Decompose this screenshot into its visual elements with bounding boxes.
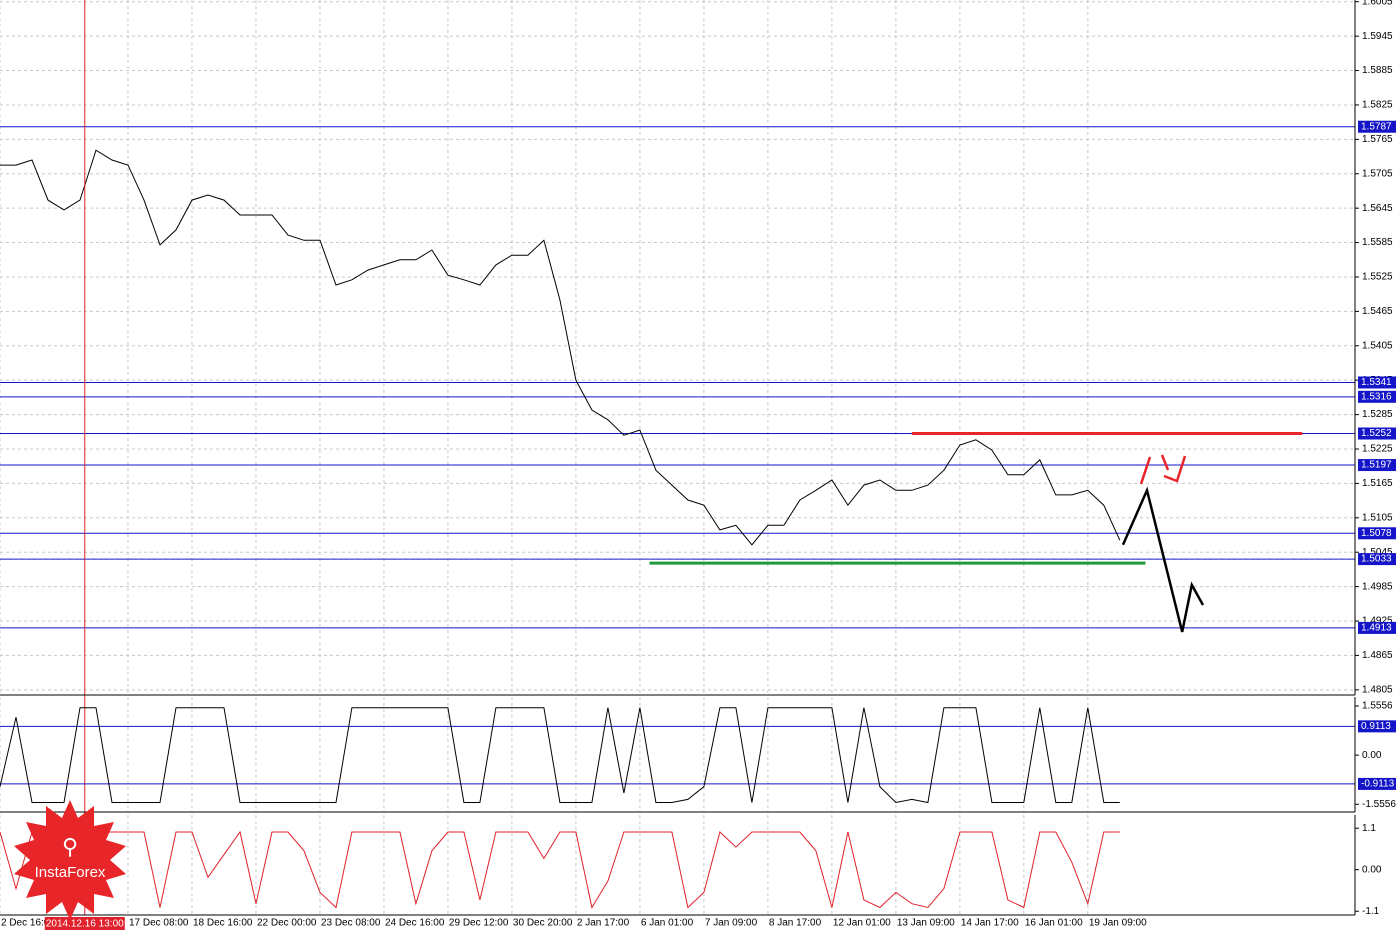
level-label-box bbox=[1358, 376, 1396, 389]
y-tick-label: 1.5285 bbox=[1362, 409, 1393, 420]
level-label: -0.9113 bbox=[1361, 779, 1395, 790]
level-label-box bbox=[1358, 720, 1396, 733]
x-tick-label: 29 Dec 12:00 bbox=[449, 918, 509, 929]
y-tick-label: 1.4985 bbox=[1362, 581, 1393, 592]
x-tick-label: 24 Dec 16:00 bbox=[385, 918, 445, 929]
level-label-box bbox=[1358, 527, 1396, 540]
x-tick-label: 23 Dec 08:00 bbox=[321, 918, 381, 929]
y-tick-label: 1.5465 bbox=[1362, 306, 1393, 317]
x-tick-label: 16 Jan 01:00 bbox=[1025, 918, 1083, 929]
y-tick-label: 1.4805 bbox=[1362, 684, 1393, 695]
x-tick-label: 13 Jan 09:00 bbox=[897, 918, 955, 929]
y-tick-label: 1.6005 bbox=[1362, 0, 1393, 7]
x-tick-label: 12 Jan 01:00 bbox=[833, 918, 891, 929]
level-label: 0.9113 bbox=[1361, 721, 1391, 732]
y-tick-label: 1.4925 bbox=[1362, 616, 1393, 627]
y-tick-label: 1.5825 bbox=[1362, 100, 1393, 111]
x-tick-label: 17 Dec 08:00 bbox=[129, 918, 189, 929]
y-tick-label: 1.5556 bbox=[1362, 701, 1393, 712]
y-tick-label: 1.5045 bbox=[1362, 547, 1393, 558]
cursor-label-box bbox=[44, 917, 125, 930]
price-line bbox=[0, 149, 1121, 546]
x-tick-label: 8 Jan 17:00 bbox=[769, 918, 822, 929]
level-label-box bbox=[1358, 459, 1396, 472]
y-tick-label: 1.5945 bbox=[1362, 31, 1393, 42]
price-line bbox=[0, 830, 1120, 909]
level-label-box bbox=[1358, 390, 1396, 403]
y-tick-label: 0.00 bbox=[1362, 750, 1382, 761]
x-tick-label: 6 Jan 01:00 bbox=[641, 918, 694, 929]
logo-star bbox=[14, 800, 126, 920]
forecast-line bbox=[1121, 486, 1205, 633]
level-label: 1.5252 bbox=[1361, 428, 1392, 439]
cursor-label: 2014.12.16 13:00 bbox=[46, 919, 124, 930]
logo-text: InstaForex bbox=[35, 864, 106, 881]
level-label: 1.5341 bbox=[1361, 377, 1392, 388]
y-tick-label: 1.4865 bbox=[1362, 650, 1393, 661]
level-label: 1.5197 bbox=[1361, 460, 1392, 471]
y-tick-label: 1.5525 bbox=[1362, 272, 1393, 283]
x-tick-label: 22 Dec 00:00 bbox=[257, 918, 317, 929]
level-label-box bbox=[1358, 120, 1396, 133]
y-tick-label: 1.5585 bbox=[1362, 237, 1393, 248]
arrow bbox=[1160, 454, 1187, 483]
level-label-box bbox=[1358, 553, 1396, 566]
y-tick-label: 1.5885 bbox=[1362, 65, 1393, 76]
level-label: 1.5316 bbox=[1361, 391, 1392, 402]
logo: ⚲ InstaForex bbox=[14, 800, 126, 920]
price-line bbox=[0, 707, 1120, 804]
x-tick-label: 18 Dec 16:00 bbox=[193, 918, 253, 929]
forecast-arrows bbox=[1139, 454, 1187, 485]
level-label: 1.5787 bbox=[1361, 121, 1392, 132]
y-tick-label: 1.5165 bbox=[1362, 478, 1393, 489]
level-label: 1.4913 bbox=[1361, 623, 1392, 634]
level-label-box bbox=[1358, 427, 1396, 440]
logo-icon: ⚲ bbox=[62, 834, 78, 859]
level-label-box bbox=[1358, 621, 1396, 634]
level-label-box bbox=[1358, 777, 1396, 790]
y-tick-label: 1.5225 bbox=[1362, 444, 1393, 455]
y-tick-label: 1.5705 bbox=[1362, 168, 1393, 179]
level-label: 1.5078 bbox=[1361, 528, 1392, 539]
level-label: 1.5033 bbox=[1361, 554, 1392, 565]
x-tick-label: 7 Jan 09:00 bbox=[705, 918, 758, 929]
y-tick-label: 1.1 bbox=[1362, 823, 1376, 834]
x-tick-label: 2 Jan 17:00 bbox=[577, 918, 630, 929]
y-tick-label: 1.5645 bbox=[1362, 203, 1393, 214]
y-tick-label: 1.5105 bbox=[1362, 512, 1393, 523]
y-tick-label: -1.1 bbox=[1362, 906, 1380, 917]
x-tick-label: 30 Dec 20:00 bbox=[513, 918, 573, 929]
y-tick-label: -1.5556 bbox=[1362, 799, 1396, 810]
y-tick-label: 0.00 bbox=[1362, 864, 1382, 875]
x-tick-label: 14 Jan 17:00 bbox=[961, 918, 1019, 929]
x-tick-label: 19 Jan 09:00 bbox=[1089, 918, 1147, 929]
x-tick-label: 2 Dec 16:0 bbox=[1, 918, 50, 929]
y-tick-label: 1.5765 bbox=[1362, 134, 1393, 145]
y-tick-label: 1.5405 bbox=[1362, 340, 1393, 351]
arrow bbox=[1139, 456, 1152, 485]
